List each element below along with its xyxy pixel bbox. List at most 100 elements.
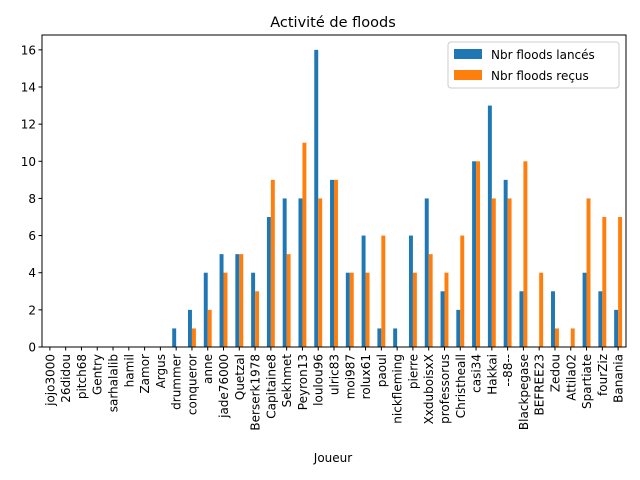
bar-lances-23 — [408, 235, 413, 347]
bar-recus-34 — [586, 198, 591, 347]
bar-lances-12 — [235, 254, 240, 347]
x-tick-label: sarhalalib — [107, 354, 121, 412]
x-tick-label: jade76000 — [217, 354, 231, 419]
bar-recus-15 — [286, 254, 291, 347]
bar-recus-27 — [476, 161, 480, 347]
x-tick-label: XxduboisxX — [422, 354, 436, 424]
y-tick-label: 4 — [28, 266, 36, 280]
y-tick-label: 14 — [21, 81, 36, 95]
x-tick-label: Christheall — [454, 354, 468, 418]
bar-recus-28 — [491, 198, 496, 347]
x-tick-label: Hakkai — [485, 354, 499, 395]
y-tick-label: 10 — [21, 155, 36, 169]
bar-lances-34 — [582, 272, 587, 347]
x-tick-label: professorus — [438, 354, 452, 424]
bar-lances-27 — [472, 161, 477, 347]
bar-recus-13 — [255, 291, 260, 347]
bars-group — [172, 49, 623, 348]
x-tick-label: Zedou — [548, 354, 562, 392]
bar-lances-16 — [298, 198, 303, 347]
bar-recus-14 — [270, 179, 275, 347]
bar-lances-36 — [614, 309, 619, 347]
bar-lances-19 — [345, 272, 350, 347]
x-tick-label: casi34 — [470, 354, 484, 393]
x-tick-label: 26didou — [59, 354, 73, 403]
bar-recus-9 — [191, 328, 196, 347]
bar-lances-25 — [440, 291, 445, 347]
legend-label-0: Nbr floods lancés — [491, 48, 595, 62]
x-tick-label: anne — [201, 354, 215, 384]
bar-recus-21 — [381, 235, 386, 347]
x-tick-label: hamil — [122, 354, 136, 387]
x-tick-label: ulric83 — [328, 354, 342, 395]
bar-lances-8 — [172, 328, 177, 347]
bar-recus-19 — [349, 272, 354, 347]
bar-lances-10 — [203, 272, 208, 347]
bar-lances-24 — [424, 198, 429, 347]
x-tick-label: Argus — [154, 354, 168, 388]
x-tick-label: Berserk1978 — [249, 354, 263, 431]
y-tick-label: 12 — [21, 118, 36, 132]
legend-label-1: Nbr floods reçus — [491, 69, 589, 83]
bar-lances-11 — [219, 254, 224, 347]
x-tick-label: conqueror — [185, 354, 199, 415]
x-tick-label: loulou96 — [312, 354, 326, 406]
x-tick-label: Zamor — [138, 354, 152, 394]
chart-title: Activité de floods — [270, 15, 396, 31]
x-tick-label: jojo3000 — [43, 354, 57, 407]
bar-recus-29 — [507, 198, 512, 347]
legend-swatch-0 — [454, 49, 482, 59]
bar-recus-32 — [554, 328, 559, 347]
bar-lances-22 — [393, 328, 398, 347]
bar-recus-25 — [444, 272, 449, 347]
bar-recus-31 — [539, 272, 544, 347]
x-tick-label: Gentry — [91, 354, 105, 395]
y-axis: 0 2 4 6 8 10 12 14 16 — [21, 43, 42, 355]
bar-recus-33 — [570, 328, 575, 347]
bar-lances-28 — [487, 105, 492, 347]
bar-lances-29 — [503, 179, 508, 347]
bar-recus-11 — [223, 272, 228, 347]
x-tick-label: fourZiz — [596, 354, 610, 396]
bar-lances-26 — [456, 309, 461, 347]
x-tick-label: moi987 — [343, 354, 357, 399]
x-tick-label: --88-- — [501, 354, 515, 387]
y-tick-label: 0 — [28, 341, 36, 355]
bar-lances-17 — [314, 49, 319, 348]
x-tick-label: Sekhmet — [280, 354, 294, 408]
bar-recus-20 — [365, 272, 370, 347]
y-tick-label: 16 — [21, 43, 36, 57]
y-tick-label: 8 — [28, 192, 36, 206]
bar-lances-18 — [330, 179, 334, 347]
bar-recus-17 — [318, 198, 323, 347]
bar-recus-12 — [239, 254, 244, 347]
x-tick-label: nickfleming — [391, 354, 405, 424]
bar-lances-15 — [282, 198, 287, 347]
y-tick-label: 6 — [28, 229, 36, 243]
x-tick-label: Spartiate — [580, 354, 594, 409]
bar-lances-30 — [519, 291, 524, 347]
x-tick-label: Peyron13 — [296, 354, 310, 410]
x-tick-label: drummer — [170, 354, 184, 410]
legend: Nbr floods lancés Nbr floods reçus — [447, 41, 620, 89]
x-tick-label: Banania — [612, 354, 626, 403]
bar-lances-35 — [598, 291, 603, 347]
x-tick-label: Attila02 — [564, 354, 578, 401]
bar-recus-23 — [412, 272, 417, 347]
x-tick-label: Blackpegase — [517, 354, 531, 430]
x-tick-label: Quetzal — [233, 354, 247, 400]
x-tick-label: pitch68 — [75, 354, 89, 399]
x-tick-label: pierre — [406, 354, 420, 389]
x-tick-label: Capitaine8 — [264, 354, 278, 419]
x-axis-title: Joueur — [313, 451, 352, 465]
bar-recus-10 — [207, 309, 212, 347]
bar-recus-36 — [618, 217, 623, 347]
x-tick-label: paoul — [375, 354, 389, 387]
bar-lances-9 — [188, 309, 192, 347]
x-tick-label: rolux61 — [359, 354, 373, 399]
bar-recus-24 — [428, 254, 433, 347]
bar-lances-32 — [551, 291, 555, 347]
x-axis: jojo3000 26didou pitch68 Gentry sarhalalib ha… — [43, 347, 626, 431]
bar-recus-16 — [302, 142, 307, 347]
